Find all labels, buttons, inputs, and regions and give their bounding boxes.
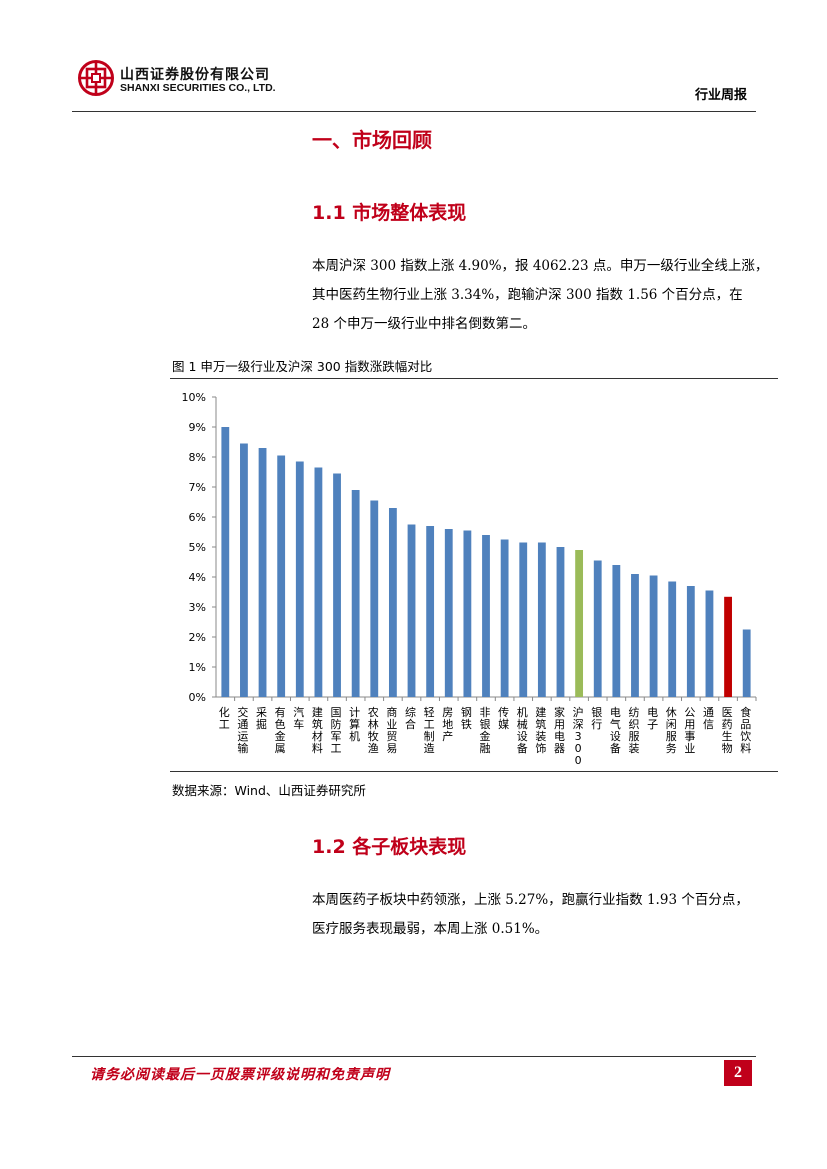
x-tick-label: 国防军工 [331, 706, 342, 755]
company-logo-icon [78, 60, 114, 96]
section-title: 一、市场回顾 [312, 128, 432, 152]
bar-休闲服务 [668, 581, 677, 697]
bar-轻工制造 [426, 526, 435, 697]
bar-公用事业 [686, 586, 695, 697]
y-tick-label: 2% [189, 631, 206, 644]
disclaimer-note: 请务必阅读最后一页股票评级说明和免责声明 [90, 1067, 390, 1083]
page-number: 2 [724, 1060, 752, 1086]
paragraph-line: 本周沪深 300 指数上涨 4.90%，报 4062.23 点。申万一级行业全线… [312, 258, 769, 274]
paragraph-line: 其中医药生物行业上涨 3.34%，跑输沪深 300 指数 1.56 个百分点，在 [312, 287, 743, 303]
x-tick-label: 计算机 [349, 706, 360, 743]
company-name-cn: 山西证券股份有限公司 [120, 67, 270, 83]
y-tick-label: 9% [189, 421, 206, 434]
bar-有色金属 [277, 455, 286, 697]
subsection-1-paragraph: 本周沪深 300 指数上涨 4.90%，报 4062.23 点。申万一级行业全线… [312, 252, 769, 339]
x-tick-label: 机械设备 [517, 705, 528, 755]
x-tick-label: 钢铁 [461, 706, 472, 731]
x-tick-label: 家用电器 [554, 705, 565, 755]
x-tick-label: 沪深 3 0 0 [573, 705, 584, 767]
bar-非银金融 [482, 535, 490, 697]
x-tick-label: 农林牧渔 [368, 705, 379, 755]
x-tick-label: 通信 [703, 706, 714, 731]
bar-电气设备 [612, 565, 621, 697]
footer-divider [72, 1056, 756, 1057]
bar-国防军工 [333, 473, 341, 697]
x-tick-label: 采掘 [256, 706, 267, 731]
y-tick-label: 10% [182, 391, 206, 404]
bar-银行 [593, 560, 602, 697]
x-tick-label: 交通运输 [237, 705, 248, 755]
paragraph-line: 医疗服务表现最弱，本周上涨 0.51%。 [312, 921, 549, 937]
x-tick-label: 化工 [219, 705, 230, 731]
y-tick-label: 8% [189, 451, 206, 464]
x-tick-label: 汽车 [293, 705, 304, 731]
bar-化工 [221, 427, 230, 697]
x-tick-label: 非银金融 [480, 706, 491, 755]
x-tick-label: 轻工制造 [424, 705, 435, 755]
bar-电子 [649, 575, 658, 697]
bar-商业贸易 [388, 508, 397, 697]
x-tick-label: 医药生物 [722, 706, 733, 755]
bar-建筑材料 [314, 467, 323, 697]
x-tick-label: 电子 [647, 706, 658, 731]
bar-传媒 [500, 539, 509, 697]
figure-title: 图 1 申万一级行业及沪深 300 指数涨跌幅对比 [172, 359, 433, 374]
y-tick-label: 3% [189, 601, 206, 614]
y-tick-label: 4% [189, 571, 206, 584]
y-tick-label: 6% [189, 511, 206, 524]
bar-机械设备 [519, 542, 528, 697]
x-tick-label: 食品饮料 [740, 705, 751, 755]
subsection-2-title: 1.2 各子板块表现 [312, 836, 467, 858]
bar-采掘 [258, 448, 267, 697]
header-divider [72, 111, 756, 112]
bar-通信 [705, 590, 714, 697]
x-tick-label: 建筑材料 [312, 705, 323, 755]
figure-bottom-rule [170, 771, 778, 772]
x-tick-label: 银行 [591, 705, 602, 731]
figure-source: 数据来源：Wind、山西证券研究所 [172, 783, 366, 798]
bar-纺织服装 [631, 574, 639, 697]
x-tick-label: 纺织服装 [628, 705, 639, 755]
bar-家用电器 [556, 547, 565, 697]
x-tick-label: 有色金属 [275, 705, 286, 755]
report-type: 行业周报 [694, 88, 747, 103]
paragraph-line: 本周医药子板块中药领涨，上涨 5.27%，跑赢行业指数 1.93 个百分点， [312, 892, 749, 908]
x-tick-label: 电气设备 [610, 706, 621, 755]
y-tick-label: 0% [189, 691, 206, 704]
bar-计算机 [351, 490, 360, 697]
x-tick-label: 传媒 [498, 706, 509, 731]
x-tick-label: 休闲服务 [666, 706, 677, 755]
x-tick-label: 公用事业 [684, 706, 695, 755]
y-tick-label: 1% [189, 661, 206, 674]
bar-沪深300 [575, 550, 584, 697]
x-tick-label: 建筑装饰 [535, 705, 546, 755]
bar-建筑装饰 [537, 542, 546, 697]
x-tick-label: 房地产 [442, 706, 453, 743]
paragraph-line: 28 个申万一级行业中排名倒数第二。 [312, 316, 536, 332]
bar-钢铁 [463, 530, 472, 697]
x-tick-label: 综合 [405, 705, 416, 731]
bar-农林牧渔 [370, 500, 379, 697]
bar-房地产 [444, 529, 453, 697]
y-tick-label: 5% [189, 541, 206, 554]
subsection-2-paragraph: 本周医药子板块中药领涨，上涨 5.27%，跑赢行业指数 1.93 个百分点， 医… [312, 886, 756, 944]
x-tick-label: 商业贸易 [386, 705, 397, 755]
bar-汽车 [295, 461, 304, 697]
company-name-en: SHANXI SECURITIES CO., LTD. [120, 82, 276, 94]
subsection-1-title: 1.1 市场整体表现 [312, 202, 467, 224]
sector-return-bar-chart: 0% 1% 2% 3% 4% 5% 6% 7% 8% 9% 10% 化工交通运输采掘有色金属汽车建筑材… [182, 391, 757, 767]
bar-综合 [407, 524, 416, 697]
bar-食品饮料 [742, 629, 751, 697]
bar-交通运输 [240, 443, 248, 697]
y-tick-label: 7% [189, 481, 206, 494]
figure-top-rule [170, 378, 778, 379]
bar-医药生物 [724, 596, 732, 697]
